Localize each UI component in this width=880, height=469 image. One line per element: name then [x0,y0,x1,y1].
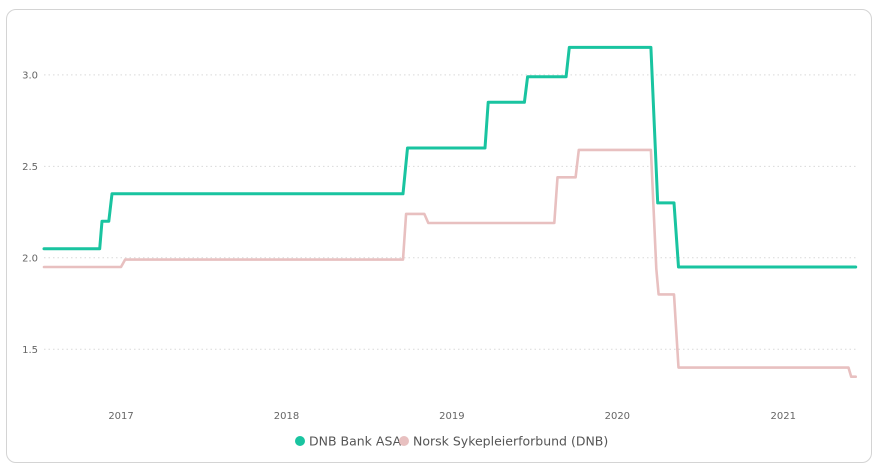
y-tick-label: 2.0 [22,253,38,264]
legend-item[interactable]: Norsk Sykepleierforbund (DNB) [399,434,608,449]
legend-marker [295,436,305,446]
x-tick-label: 2018 [274,411,299,422]
legend[interactable]: DNB Bank ASA Norsk Sykepleierforbund (DNB… [295,434,608,449]
gridlines [44,74,858,350]
legend-label: Norsk Sykepleierforbund (DNB) [413,434,608,449]
chart-card [6,9,872,463]
x-tick-label: 2019 [439,411,464,422]
y-tick-label: 1.5 [22,345,38,356]
y-axis-ticks: 1.5 2.0 2.5 3.0 [22,70,38,355]
legend-item[interactable]: DNB Bank ASA [295,434,402,449]
series-lines [42,45,858,378]
series-line [42,45,858,269]
x-axis-ticks: 2017 2018 2019 2020 2021 [108,411,796,422]
x-tick-label: 2021 [770,411,795,422]
series-line [42,148,857,378]
x-tick-label: 2020 [605,411,630,422]
legend-label: DNB Bank ASA [309,434,402,449]
x-tick-label: 2017 [108,411,133,422]
y-tick-label: 3.0 [22,70,38,81]
y-tick-label: 2.5 [22,162,38,173]
legend-marker [399,436,409,446]
